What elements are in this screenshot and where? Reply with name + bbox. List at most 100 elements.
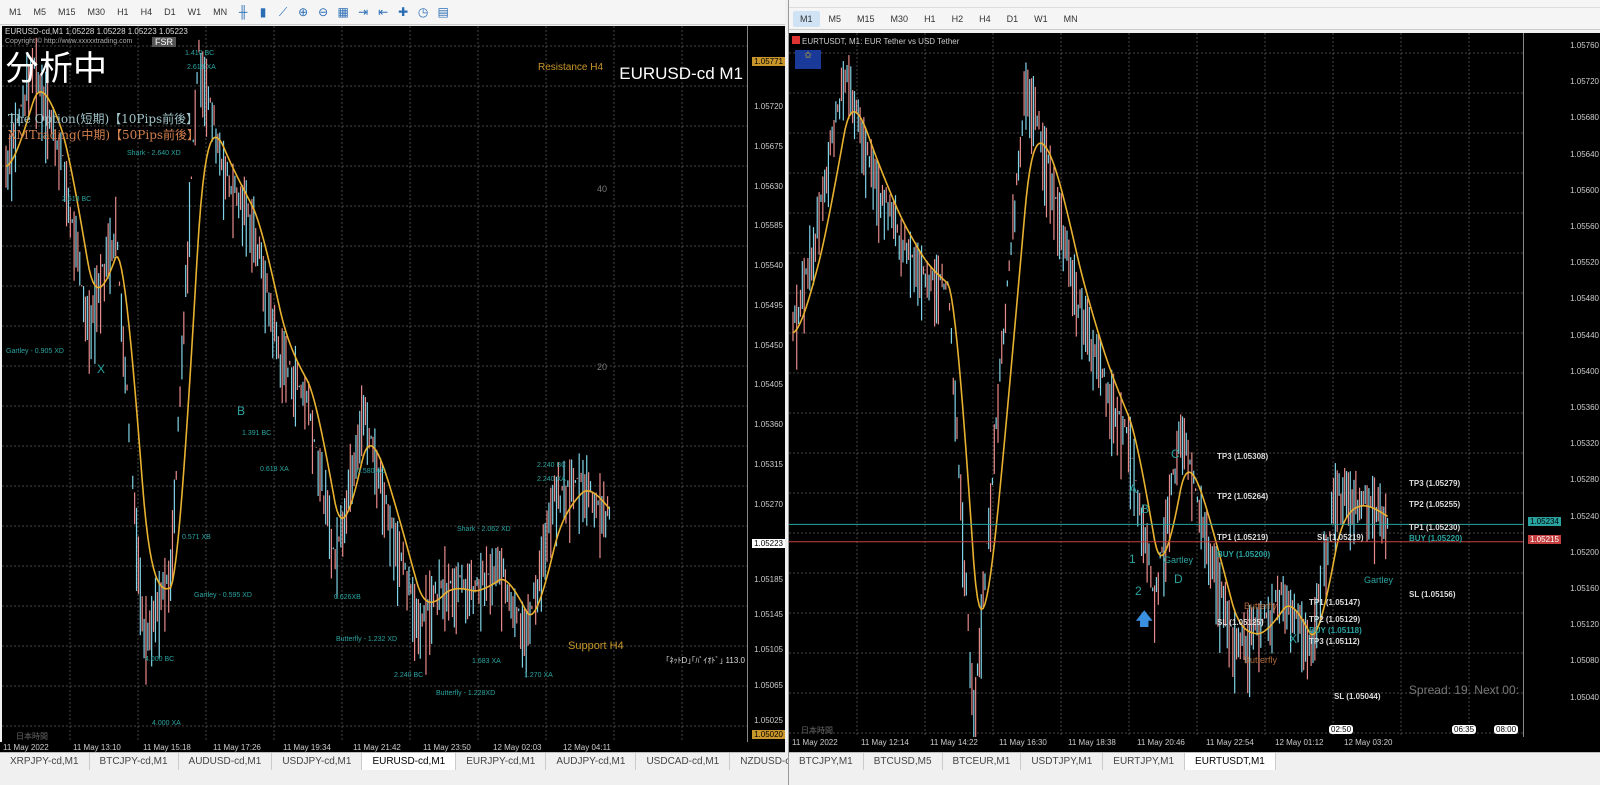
timeframe-d1[interactable]: D1: [164, 7, 176, 17]
pattern-label: 1.683 XA: [472, 658, 501, 665]
tab-btcusd-m5[interactable]: BTCUSD,M5: [864, 753, 943, 770]
price-tick: 1.05520: [1570, 258, 1599, 268]
spread-readout: Spread: 19. Next 00:: [1408, 683, 1519, 697]
time-tick: 11 May 14:22: [930, 738, 978, 747]
timeframe-m30[interactable]: M30: [87, 7, 106, 17]
ask-price-badge: 1.05234: [1528, 517, 1561, 526]
tab-btcjpy-cd-m1[interactable]: BTCJPY-cd,M1: [90, 753, 179, 770]
pattern-label: Butterfly: [1244, 655, 1278, 665]
pattern-label: 0.618 XA: [260, 466, 289, 473]
trade-level-label: TP3 (1.05112): [1309, 636, 1360, 646]
bar-chart-icon[interactable]: ╫: [238, 5, 248, 19]
moving-average-line: [792, 110, 1388, 636]
timeframe-w1[interactable]: W1: [187, 7, 202, 17]
price-tick: 1.05405: [754, 380, 783, 390]
trade-level-label: BUY (1.05200): [1217, 550, 1271, 560]
fsr-button[interactable]: FSR: [152, 37, 176, 47]
tab-btcjpy-m1[interactable]: BTCJPY,M1: [789, 753, 864, 770]
timeframe-h1[interactable]: H1: [924, 13, 936, 24]
timeframe-m1[interactable]: M1: [793, 10, 820, 27]
trade-level-label: TP1 (1.05230): [1409, 523, 1461, 533]
timeframe-m30[interactable]: M30: [890, 13, 909, 24]
timeframe-mn[interactable]: MN: [213, 7, 228, 17]
tile-windows-icon[interactable]: ▦: [337, 5, 349, 19]
periods-icon[interactable]: ◷: [417, 5, 429, 19]
pattern-label: 2.240 XA: [537, 476, 566, 483]
chart-shift-icon[interactable]: ⇤: [378, 5, 389, 19]
price-tick: 1.05360: [1570, 403, 1599, 412]
time-tick: 11 May 17:26: [213, 743, 261, 752]
moving-average-line: [5, 91, 611, 616]
tab-btceur-m1[interactable]: BTCEUR,M1: [943, 753, 1022, 770]
timeframe-m1[interactable]: M1: [9, 7, 22, 17]
tab-usdcad-cd-m1[interactable]: USDCAD-cd,M1: [636, 753, 731, 770]
pattern-label: 2: [1135, 584, 1142, 598]
time-marker: 06:35: [1452, 725, 1477, 734]
trade-level-label: TP3 (1.05279): [1409, 478, 1461, 488]
tab-usdjpy-cd-m1[interactable]: USDJPY-cd,M1: [272, 753, 363, 770]
timeframe-h1[interactable]: H1: [117, 7, 129, 17]
eurtusdt-chart-canvas: [789, 33, 1523, 737]
time-tick: 11 May 22:54: [1206, 738, 1254, 747]
candle-chart-icon[interactable]: ▮: [259, 5, 267, 19]
timeframe-mn[interactable]: MN: [1063, 13, 1078, 24]
time-marker: 02:50: [1329, 725, 1354, 734]
zoom-in-icon[interactable]: ⊕: [298, 5, 309, 19]
tab-eurusd-cd-m1[interactable]: EURUSD-cd,M1: [362, 753, 457, 770]
timeframe-m5[interactable]: M5: [33, 7, 47, 17]
timeframe-h4[interactable]: H4: [979, 13, 991, 24]
price-tick: 1.05145: [754, 609, 783, 619]
price-tick: 1.05495: [754, 300, 783, 310]
tab-eurtjpy-m1[interactable]: EURTJPY,M1: [1103, 753, 1186, 770]
timeframe-w1[interactable]: W1: [1034, 13, 1048, 24]
tab-xrpjpy-cd-m1[interactable]: XRPJPY-cd,M1: [0, 753, 90, 770]
left-symbol-tabs: XRPJPY-cd,M1 BTCJPY-cd,M1 AUDUSD-cd,M1 USDJ…: [0, 752, 824, 770]
line-chart-icon[interactable]: ⟋: [278, 4, 288, 19]
tab-audjpy-cd-m1[interactable]: AUDJPY-cd,M1: [546, 753, 637, 770]
symbol-title: EURUSD-cd M1: [619, 64, 743, 83]
pattern-label: 2.618 BC: [62, 196, 92, 203]
templates-icon[interactable]: ▤: [437, 5, 449, 19]
flag-icon: [792, 36, 800, 44]
pattern-label: X: [1289, 632, 1298, 646]
timeframe-m15[interactable]: M15: [857, 13, 875, 24]
timezone-label: 日本時間: [16, 732, 48, 741]
left-toolbar: M1 M5 M15 M30 H1 H4 D1 W1 MN ╫ ▮ ⟋ ⊕ ⊖ ▦ ⇥ ⇤ ✚ ◷ ▤: [0, 0, 785, 25]
eurusd-chart[interactable]: EURUSD-cd,M1 1.05228 1.05228 1.05223 1.0…: [2, 26, 747, 742]
left-chart-window: M1 M5 M15 M30 H1 H4 D1 W1 MN ╫ ▮ ⟋ ⊕ ⊖ ▦ ⇥ ⇤ ✚ ◷ ▤ EURUSD-c…: [0, 0, 824, 785]
timeframe-d1[interactable]: D1: [1006, 13, 1019, 24]
pattern-label: 1.391 BC: [242, 430, 272, 437]
pattern-label: 2.618 XA: [187, 64, 216, 71]
support-label: Support H4: [568, 640, 624, 652]
left-time-axis: 11 May 2022 11 May 13:10 11 May 15:18 11 Ma…: [0, 742, 785, 753]
pattern-label: D: [1174, 572, 1183, 586]
time-tick: 11 May 21:42: [353, 743, 401, 752]
price-tick: 1.05600: [1570, 185, 1599, 195]
timeframe-h2[interactable]: H2: [951, 13, 964, 24]
chart-header: EURUSD-cd,M1 1.05228 1.05228 1.05223 1.0…: [5, 27, 188, 36]
timeframe-h4[interactable]: H4: [140, 7, 153, 17]
zoom-out-icon[interactable]: ⊖: [318, 5, 329, 19]
pattern-label: Shark - 2.640 XD: [127, 150, 181, 157]
timeframe-m5[interactable]: M5: [828, 13, 842, 24]
tab-eurjpy-cd-m1[interactable]: EURJPY-cd,M1: [456, 753, 547, 770]
timeframe-m15[interactable]: M15: [58, 7, 76, 17]
eurtusdt-chart[interactable]: EURTUSDT, M1: EUR Tether vs USD Tether ✩…: [789, 33, 1523, 737]
trade-level-label: TP2 (1.05129): [1309, 614, 1361, 624]
price-tick: 1.05105: [754, 645, 783, 655]
pattern-label: 4.000 XA: [152, 720, 181, 727]
pattern-label: 1.410 BC: [185, 50, 215, 57]
tab-usdtjpy-m1[interactable]: USDTJPY,M1: [1021, 753, 1104, 770]
price-tick: 1.05400: [1570, 366, 1599, 376]
autoscroll-icon[interactable]: ⇥: [358, 5, 369, 19]
resistance-price-badge: 1.05771: [752, 57, 785, 66]
right-price-axis[interactable]: 1.05234 1.05215 1.05760 1.05720 1.05680 1.0…: [1523, 33, 1600, 737]
pattern-label: B: [237, 404, 246, 418]
trade-level-label: TP1 (1.05147): [1309, 598, 1361, 608]
indicators-icon[interactable]: ✚: [398, 5, 409, 19]
copyright-text: Copyright © http://www.xxxxxtrading.com: [5, 38, 133, 45]
tab-audusd-cd-m1[interactable]: AUDUSD-cd,M1: [179, 753, 273, 770]
tab-eurtusdt-m1[interactable]: EURTUSDT,M1: [1185, 753, 1276, 770]
pattern-label: 1.270 XA: [524, 672, 553, 679]
left-price-axis[interactable]: 1.05771 1.05223 1.05020 1.05720 1.05675 1.…: [747, 26, 785, 742]
